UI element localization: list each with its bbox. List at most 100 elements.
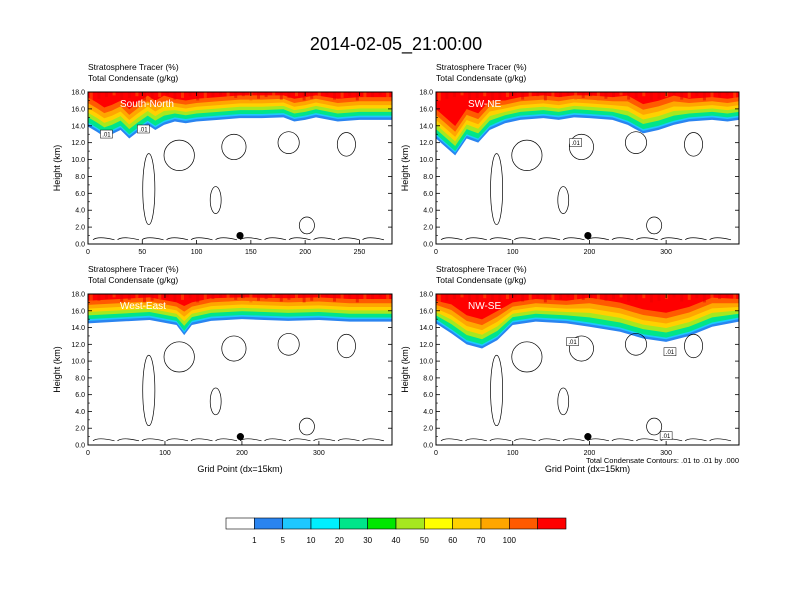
ground-contours [92,438,385,442]
x-tick-label: 100 [191,249,203,256]
y-tick-label: 8.0 [423,375,433,382]
panel-title-line: Total Condensate (g/kg) [436,275,526,285]
tracer-streak [378,92,382,96]
tracer-streak [272,294,276,298]
tracer-streak [211,294,215,300]
tracer-streak [490,294,494,303]
x-tick-label: 100 [159,450,171,457]
colorbar-swatch [225,517,255,530]
tracer-streak [310,294,314,301]
tracer-streak [112,92,116,96]
y-tick-label: 2.0 [75,426,85,433]
y-tick-label: 6.0 [75,191,85,198]
tracer-streak [619,92,623,96]
y-tick-label: 12.0 [419,342,433,349]
condensate-contours [92,333,385,442]
tracer-streak [558,294,562,300]
tracer-streak [211,92,215,98]
panels-group: Stratosphere Tracer (%) Total Condensate … [52,62,740,474]
x-tick-label: 100 [507,450,519,457]
tracer-streak [536,294,540,299]
tracer-streak [498,92,502,99]
colorbar-swatch [395,517,425,530]
contour-footnote: Total Condensate Contours: .01 to .01 by… [586,456,739,465]
tracer-band-5 [436,92,739,127]
panel-p4: Stratosphere Tracer (%)Total Condensate … [400,264,740,474]
tracer-streak [219,92,222,96]
tracer-streak [528,92,532,98]
tracer-streak [475,92,479,98]
colorbar-swatch [509,517,538,530]
tracer-streak [143,294,146,303]
tracer-streak [437,294,441,303]
tracer-streak [604,294,608,301]
tracer-streak [279,294,283,302]
tracer-streak [325,294,329,298]
tracer-streak [680,92,684,100]
x-tick-label: 200 [584,450,596,457]
tracer-streak [310,92,314,99]
panel-p2: Stratosphere Tracer (%)Total Condensate … [400,62,740,256]
panel-title-line: Stratosphere Tracer (%) [436,62,527,72]
tracer-streak [596,92,600,101]
tracer-streak [445,294,449,301]
tracer-streak [718,92,722,98]
y-tick-label: 18.0 [71,292,85,299]
tracer-streak [181,92,184,98]
tracer-streak [702,92,706,101]
tracer-streak [302,92,306,101]
tracer-streak [127,294,131,300]
tracer-streak [333,92,336,100]
tracer-streak [665,92,669,98]
contour-label: .01 [662,434,671,440]
tracer-streak [725,92,729,96]
y-tick-label: 18.0 [419,90,433,97]
y-tick-label: 4.0 [423,409,433,416]
y-tick-label: 16.0 [419,308,433,315]
tracer-streak [203,92,207,99]
y-tick-label: 14.0 [71,325,85,332]
y-tick-label: 0.0 [423,242,433,249]
tracer-streak [490,92,494,101]
panel-label: South-North [120,99,174,110]
tracer-streak [97,294,101,301]
tracer-streak [257,294,260,301]
tracer-streak [264,294,268,300]
x-tick-label: 250 [354,249,366,256]
y-tick-label: 18.0 [419,292,433,299]
y-tick-label: 0.0 [75,443,85,450]
y-tick-label: 14.0 [419,123,433,130]
tracer-streak [483,294,487,299]
tracer-streak [325,92,329,96]
x-tick-label: 300 [660,249,672,256]
tracer-streak [219,294,222,298]
tracer-streak [371,92,374,98]
colorbar-swatch [480,517,510,530]
y-tick-label: 8.0 [75,375,85,382]
tracer-streak [566,92,570,96]
y-tick-label: 14.0 [419,325,433,332]
tracer-band-5 [88,92,392,110]
tracer-streak [234,92,238,98]
colorbar-label: 1 [252,536,257,545]
tracer-streak [695,92,699,97]
x-tick-label: 300 [313,450,325,457]
tracer-streak [612,294,616,300]
tracer-streak [513,294,517,298]
tracer-streak [112,294,116,298]
tracer-field [88,92,392,244]
tracer-streak [445,92,449,99]
panel-title-line: Stratosphere Tracer (%) [88,264,179,274]
y-tick-label: 6.0 [423,191,433,198]
tracer-streak [226,294,230,302]
tracer-streak [348,294,352,299]
tracer-streak [188,92,192,97]
colorbar-label: 5 [280,536,285,545]
tracer-field [436,294,739,445]
x-tick-label: 0 [86,450,90,457]
ground-contours [92,237,385,241]
tracer-streak [241,294,245,299]
tracer-streak [150,294,154,301]
tracer-streak [468,92,472,100]
tracer-streak [627,294,631,302]
